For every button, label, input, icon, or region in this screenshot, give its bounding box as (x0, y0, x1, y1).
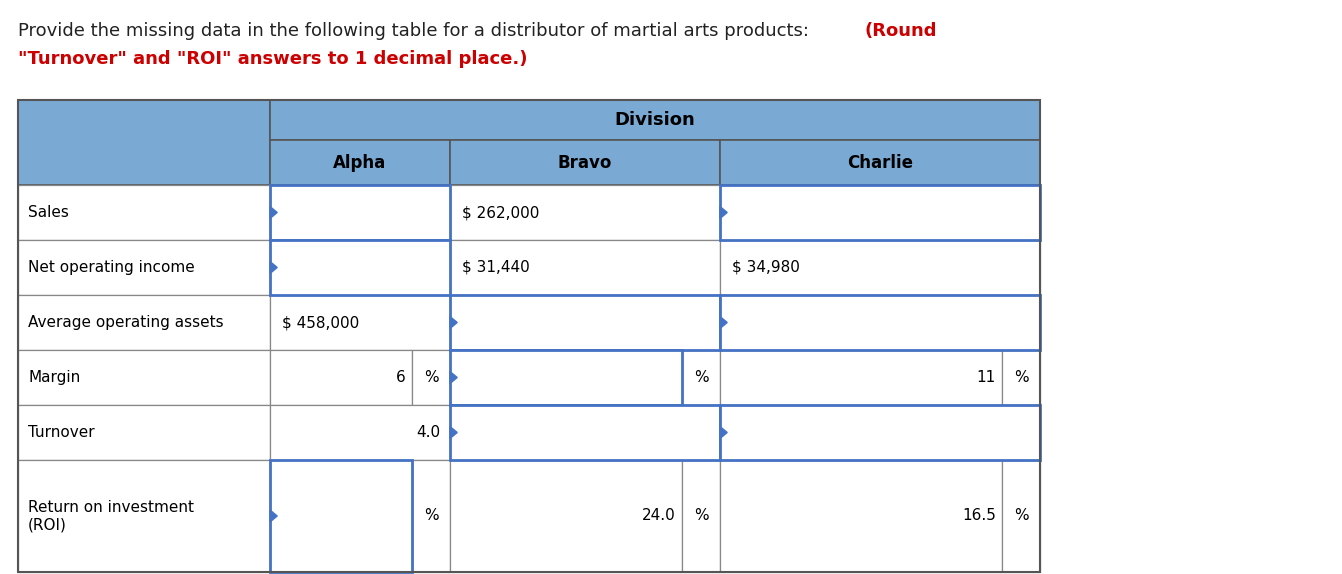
Text: Provide the missing data in the following table for a distributor of martial art: Provide the missing data in the followin… (17, 22, 815, 40)
Polygon shape (270, 262, 278, 273)
Bar (270, 240, 450, 295)
Text: (Round: (Round (866, 22, 938, 40)
Bar (270, 140, 450, 185)
Bar (450, 405, 721, 460)
Polygon shape (270, 510, 278, 522)
Bar (450, 350, 682, 405)
Text: Alpha: Alpha (333, 153, 386, 172)
Text: "Turnover" and "ROI" answers to 1 decimal place.): "Turnover" and "ROI" answers to 1 decima… (17, 50, 527, 68)
Bar (682, 350, 721, 405)
Bar (270, 295, 450, 350)
Text: Turnover: Turnover (28, 425, 95, 440)
Text: Bravo: Bravo (558, 153, 612, 172)
Bar (270, 350, 412, 405)
Bar (721, 460, 1002, 572)
Bar (721, 405, 1040, 460)
Polygon shape (450, 316, 458, 328)
Bar (17, 405, 270, 460)
Bar (17, 100, 1040, 572)
Bar (270, 185, 450, 240)
Bar (412, 460, 450, 572)
Bar (721, 240, 1040, 295)
Bar (1002, 350, 1040, 405)
Text: 11: 11 (977, 370, 996, 385)
Bar (17, 295, 270, 350)
Bar (1002, 460, 1040, 572)
Text: 4.0: 4.0 (416, 425, 440, 440)
Text: %: % (694, 509, 709, 523)
Text: %: % (1013, 509, 1028, 523)
Bar (17, 460, 270, 572)
Text: %: % (424, 370, 439, 385)
Bar (721, 350, 1002, 405)
Text: $ 458,000: $ 458,000 (282, 315, 360, 330)
Text: Average operating assets: Average operating assets (28, 315, 224, 330)
Polygon shape (270, 207, 278, 219)
Text: $ 262,000: $ 262,000 (462, 205, 539, 220)
Text: 16.5: 16.5 (962, 509, 996, 523)
Text: Division: Division (615, 111, 695, 129)
Text: Margin: Margin (28, 370, 81, 385)
Bar (17, 350, 270, 405)
Bar (450, 460, 682, 572)
Bar (450, 295, 721, 350)
Polygon shape (721, 207, 727, 219)
Polygon shape (721, 316, 727, 328)
Bar (270, 100, 1040, 140)
Text: %: % (694, 370, 709, 385)
Text: $ 34,980: $ 34,980 (731, 260, 800, 275)
Bar (270, 460, 412, 572)
Bar (450, 140, 721, 185)
Bar (682, 460, 721, 572)
Text: Return on investment
(ROI): Return on investment (ROI) (28, 500, 195, 532)
Text: %: % (424, 509, 439, 523)
Bar (721, 140, 1040, 185)
Text: 24.0: 24.0 (643, 509, 676, 523)
Bar (450, 240, 721, 295)
Text: %: % (1013, 370, 1028, 385)
Text: $ 31,440: $ 31,440 (462, 260, 530, 275)
Text: Charlie: Charlie (847, 153, 913, 172)
Text: Sales: Sales (28, 205, 68, 220)
Bar (721, 295, 1040, 350)
Polygon shape (450, 426, 458, 439)
Bar (450, 185, 721, 240)
Bar (270, 405, 450, 460)
Bar (17, 240, 270, 295)
Bar (412, 350, 450, 405)
Polygon shape (721, 426, 727, 439)
Bar (721, 185, 1040, 240)
Text: Net operating income: Net operating income (28, 260, 195, 275)
Bar (17, 185, 270, 240)
Polygon shape (450, 371, 458, 383)
Bar (17, 100, 270, 185)
Text: 6: 6 (396, 370, 407, 385)
